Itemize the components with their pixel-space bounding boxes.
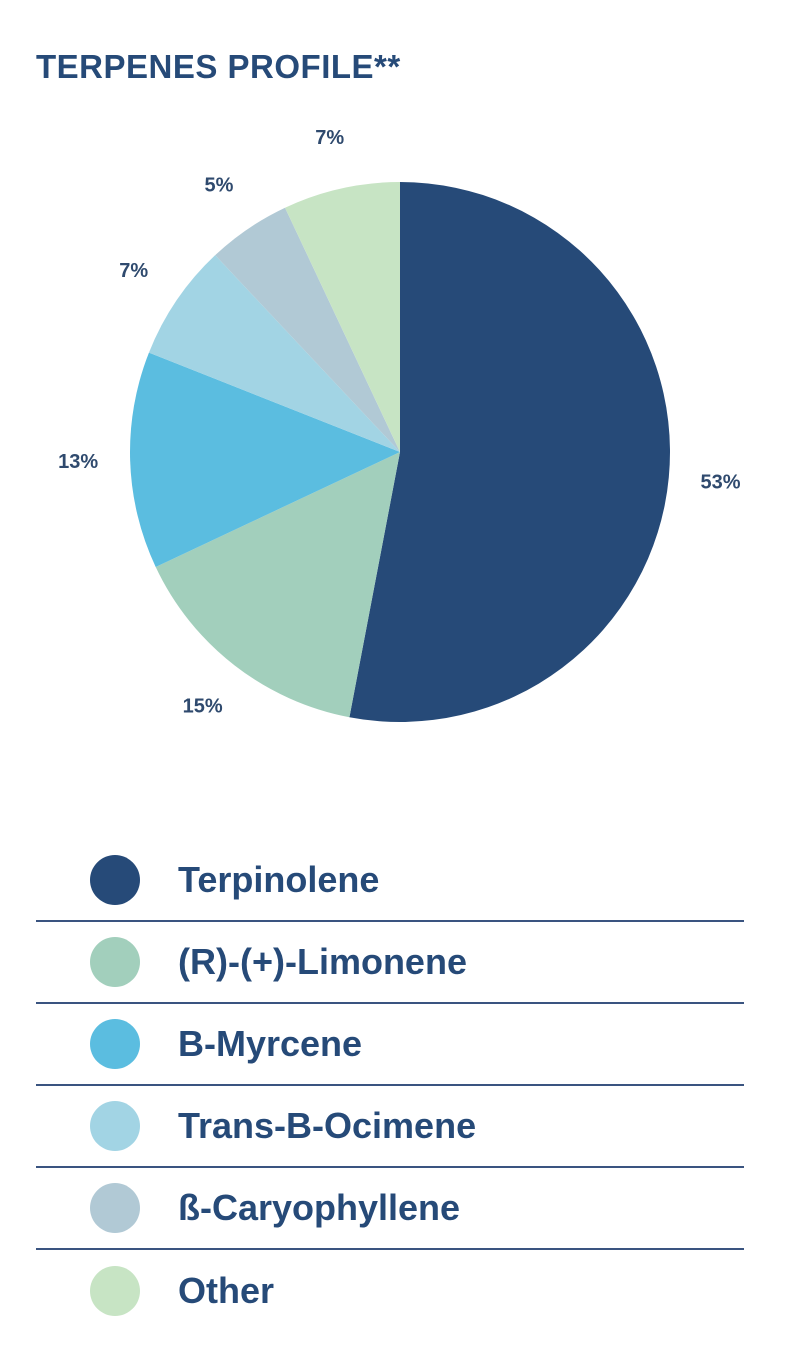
pie-slice-4 [215,207,400,452]
pie-slice-3 [148,255,400,452]
legend-swatch [90,1183,140,1233]
legend: Terpinolene (R)-(+)-Limonene B-Myrcene T… [36,840,744,1332]
pie-slices [130,181,671,722]
legend-item-caryophyllene: ß-Caryophyllene [36,1168,744,1250]
legend-item-myrcene: B-Myrcene [36,1004,744,1086]
pie-slice-1 [155,452,400,718]
pie-slice-0 [349,181,671,722]
legend-item-limonene: (R)-(+)-Limonene [36,922,744,1004]
pie-labels: 53% 15% 13% 7% 5% 7% [58,127,741,718]
legend-swatch [90,1101,140,1151]
legend-label: Terpinolene [178,859,380,900]
slice-label-3: 7% [119,260,148,282]
legend-swatch [90,1266,140,1316]
legend-label: B-Myrcene [178,1023,363,1064]
slice-label-0: 53% [701,471,741,493]
slice-label-2: 13% [58,451,98,473]
slice-label-5: 7% [315,127,344,149]
legend-item-ocimene: Trans-B-Ocimene [36,1086,744,1168]
chart-title: TERPENES PROFILE** [36,48,401,85]
legend-label: Other [178,1270,275,1311]
legend-item-terpinolene: Terpinolene [36,840,744,922]
legend-item-other: Other [36,1250,744,1332]
slice-label-1: 15% [183,695,223,717]
legend-label: ß-Caryophyllene [178,1187,461,1228]
legend-swatch [90,937,140,987]
slice-label-4: 5% [205,175,234,197]
legend-label: (R)-(+)-Limonene [178,941,467,982]
pie-slice-2 [130,352,401,567]
legend-label: Trans-B-Ocimene [178,1105,477,1146]
legend-swatch [90,855,140,905]
legend-swatch [90,1019,140,1069]
pie-slice-5 [285,182,400,452]
pie-chart: 53% 15% 13% 7% 5% 7% [58,127,741,722]
